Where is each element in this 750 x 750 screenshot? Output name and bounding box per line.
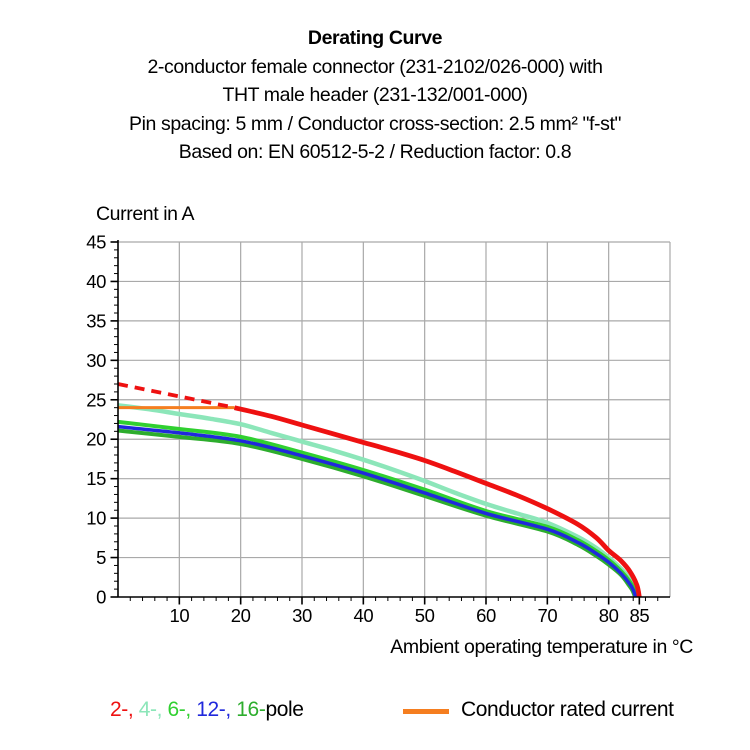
x-tick-label: 40: [353, 605, 373, 626]
x-tick-label: 70: [537, 605, 557, 626]
y-tick-label: 30: [86, 350, 106, 371]
legend-pole-6: 6-,: [167, 698, 197, 721]
chart-subtitle-header: THT male header (231-132/001-000): [222, 84, 528, 107]
x-tick-label: 10: [169, 605, 189, 626]
chart-subtitle-basis: Based on: EN 60512-5-2 / Reduction facto…: [178, 141, 572, 164]
rated-current-label: Conductor rated current: [461, 698, 674, 721]
y-tick-label: 0: [96, 587, 106, 608]
y-tick-label: 5: [96, 547, 106, 568]
series-2-pole-extrapolation: [117, 382, 235, 410]
legend-pole-4: 4-,: [138, 698, 168, 721]
x-axis-title: Ambient operating temperature in °C: [390, 636, 693, 658]
series-2-pole: [233, 405, 642, 598]
legend-pole-12: 12-,: [196, 698, 237, 721]
legend-poles: 2-, 4-, 6-, 12-, 16-pole: [110, 698, 304, 722]
y-tick-label: 45: [86, 232, 106, 253]
y-tick-label: 35: [86, 310, 106, 331]
rated-current-line-swatch: [403, 709, 449, 714]
x-tick-label: 20: [231, 605, 251, 626]
y-tick-label: 40: [86, 271, 106, 292]
x-tick-label: 80: [599, 605, 619, 626]
x-tick-label: 30: [292, 605, 312, 626]
chart-header: Derating Curve 2-conductor female connec…: [0, 24, 750, 167]
y-tick-label: 20: [86, 429, 106, 450]
legend-pole-16: 16-: [236, 698, 266, 721]
chart-title: Derating Curve: [307, 27, 443, 49]
x-tick-label: 60: [476, 605, 496, 626]
x-tick-label: 85: [629, 605, 649, 626]
y-tick-label: 25: [86, 389, 106, 410]
chart-subtitle-connector: 2-conductor female connector (231-2102/0…: [147, 55, 603, 78]
chart-subtitle-spacing: Pin spacing: 5 mm / Conductor cross-sect…: [129, 112, 621, 135]
y-tick-label: 10: [86, 508, 106, 529]
legend-pole-2: 2-,: [110, 698, 139, 721]
series-12-pole: [117, 424, 638, 598]
legend-pole-suffix: pole: [265, 698, 304, 721]
legend-rated: Conductor rated current: [403, 698, 674, 722]
y-axis-title: Current in A: [96, 203, 195, 225]
y-tick-label: 15: [86, 468, 106, 489]
x-tick-label: 50: [415, 605, 435, 626]
